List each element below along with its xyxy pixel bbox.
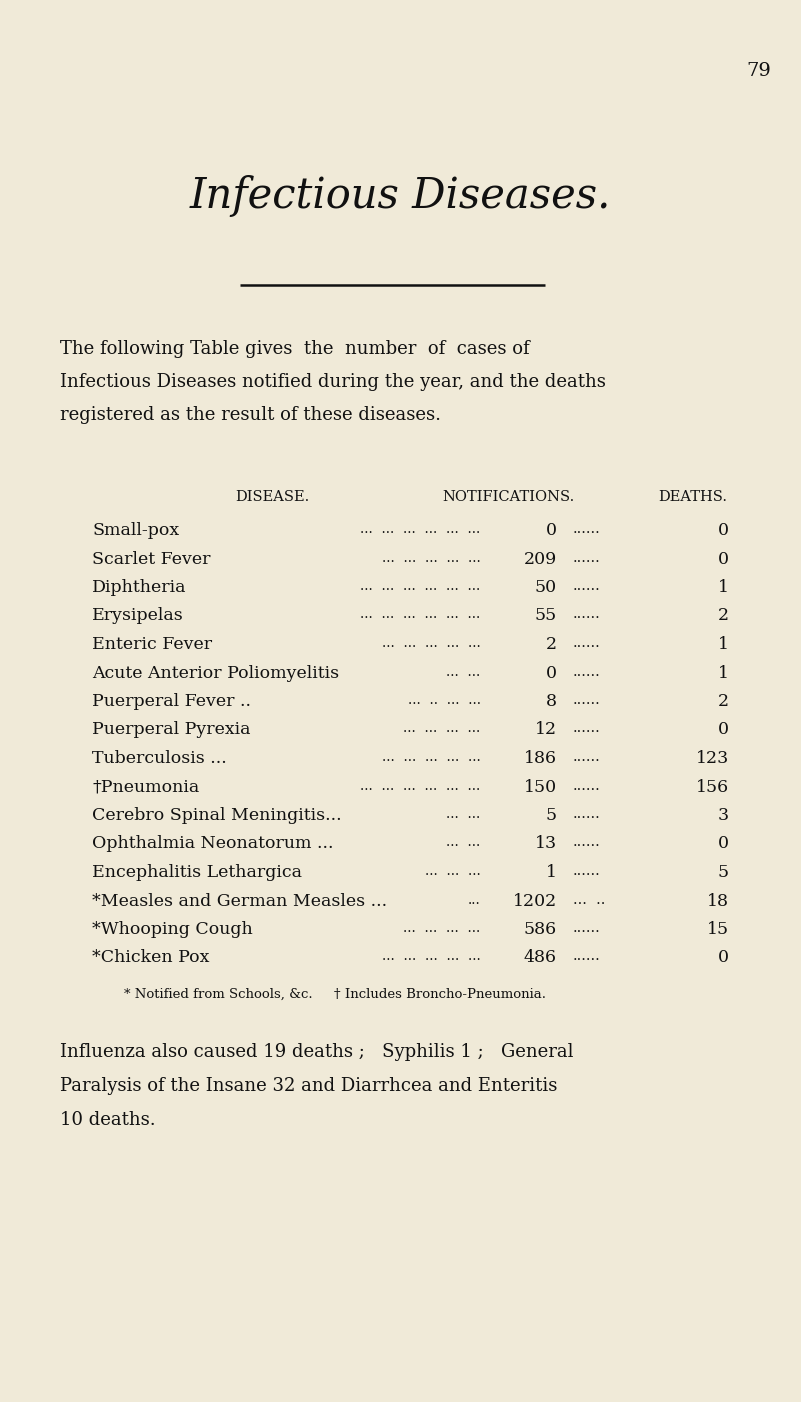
- Text: ...  ..: ... ..: [573, 893, 605, 907]
- Text: 5: 5: [545, 808, 557, 824]
- Text: *Chicken Pox: *Chicken Pox: [92, 949, 210, 966]
- Text: *Whooping Cough: *Whooping Cough: [92, 921, 253, 938]
- Text: 1202: 1202: [513, 893, 557, 910]
- Text: 3: 3: [718, 808, 729, 824]
- Text: ......: ......: [573, 778, 601, 792]
- Text: Infectious Diseases notified during the year, and the deaths: Infectious Diseases notified during the …: [60, 373, 606, 391]
- Text: 2: 2: [718, 693, 729, 709]
- Text: ...  ...  ...  ...  ...  ...: ... ... ... ... ... ...: [360, 607, 481, 621]
- Text: ......: ......: [573, 722, 601, 736]
- Text: NOTIFICATIONS.: NOTIFICATIONS.: [442, 491, 575, 503]
- Text: 0: 0: [545, 665, 557, 681]
- Text: ......: ......: [573, 665, 601, 679]
- Text: 2: 2: [718, 607, 729, 624]
- Text: 209: 209: [523, 551, 557, 568]
- Text: Puerperal Fever ..: Puerperal Fever ..: [92, 693, 252, 709]
- Text: 186: 186: [524, 750, 557, 767]
- Text: ......: ......: [573, 949, 601, 963]
- Text: 0: 0: [718, 949, 729, 966]
- Text: Tuberculosis ...: Tuberculosis ...: [92, 750, 227, 767]
- Text: 123: 123: [695, 750, 729, 767]
- Text: 12: 12: [534, 722, 557, 739]
- Text: ...  ...  ...  ...  ...: ... ... ... ... ...: [382, 750, 481, 764]
- Text: 0: 0: [718, 551, 729, 568]
- Text: ......: ......: [573, 693, 601, 707]
- Text: The following Table gives  the  number  of  cases of: The following Table gives the number of …: [60, 341, 529, 358]
- Text: DEATHS.: DEATHS.: [658, 491, 727, 503]
- Text: ......: ......: [573, 607, 601, 621]
- Text: *Measles and German Measles ...: *Measles and German Measles ...: [92, 893, 387, 910]
- Text: registered as the result of these diseases.: registered as the result of these diseas…: [60, 407, 441, 423]
- Text: DISEASE.: DISEASE.: [235, 491, 309, 503]
- Text: Small-pox: Small-pox: [92, 522, 179, 538]
- Text: ...  ...  ...  ...: ... ... ... ...: [404, 722, 481, 736]
- Text: 150: 150: [524, 778, 557, 795]
- Text: Ophthalmia Neonatorum ...: Ophthalmia Neonatorum ...: [92, 836, 333, 852]
- Text: Influenza also caused 19 deaths ;   Syphilis 1 ;   General: Influenza also caused 19 deaths ; Syphil…: [60, 1043, 574, 1061]
- Text: Encephalitis Lethargica: Encephalitis Lethargica: [92, 864, 302, 880]
- Text: Scarlet Fever: Scarlet Fever: [92, 551, 211, 568]
- Text: Erysipelas: Erysipelas: [92, 607, 184, 624]
- Text: ......: ......: [573, 637, 601, 651]
- Text: ......: ......: [573, 750, 601, 764]
- Text: Infectious Diseases.: Infectious Diseases.: [190, 175, 611, 217]
- Text: 0: 0: [718, 522, 729, 538]
- Text: ......: ......: [573, 579, 601, 593]
- Text: ...  ...  ...  ...  ...  ...: ... ... ... ... ... ...: [360, 579, 481, 593]
- Text: Diphtheria: Diphtheria: [92, 579, 187, 596]
- Text: ......: ......: [573, 921, 601, 935]
- Text: ...  ...  ...: ... ... ...: [425, 864, 481, 878]
- Text: 1: 1: [718, 637, 729, 653]
- Text: ......: ......: [573, 551, 601, 565]
- Text: ...  ...: ... ...: [446, 808, 481, 822]
- Text: ......: ......: [573, 836, 601, 850]
- Text: 55: 55: [534, 607, 557, 624]
- Text: 0: 0: [718, 836, 729, 852]
- Text: 156: 156: [696, 778, 729, 795]
- Text: 13: 13: [534, 836, 557, 852]
- Text: 50: 50: [534, 579, 557, 596]
- Text: 1: 1: [718, 579, 729, 596]
- Text: ...  ...  ...  ...  ...: ... ... ... ... ...: [382, 637, 481, 651]
- Text: 18: 18: [707, 893, 729, 910]
- Text: ......: ......: [573, 864, 601, 878]
- Text: Paralysis of the Insane 32 and Diarrhcea and Enteritis: Paralysis of the Insane 32 and Diarrhcea…: [60, 1077, 557, 1095]
- Text: ...  ...  ...  ...  ...: ... ... ... ... ...: [382, 949, 481, 963]
- Text: * Notified from Schools, &c.     † Includes Broncho-Pneumonia.: * Notified from Schools, &c. † Includes …: [124, 988, 546, 1001]
- Text: ......: ......: [573, 808, 601, 822]
- Text: Cerebro Spinal Meningitis...: Cerebro Spinal Meningitis...: [92, 808, 342, 824]
- Text: ...  ...: ... ...: [446, 836, 481, 850]
- Text: ...  ..  ...  ...: ... .. ... ...: [408, 693, 481, 707]
- Text: 1: 1: [545, 864, 557, 880]
- Text: ...  ...  ...  ...: ... ... ... ...: [404, 921, 481, 935]
- Text: ...  ...: ... ...: [446, 665, 481, 679]
- Text: Puerperal Pyrexia: Puerperal Pyrexia: [92, 722, 251, 739]
- Text: 486: 486: [524, 949, 557, 966]
- Text: 586: 586: [524, 921, 557, 938]
- Text: Enteric Fever: Enteric Fever: [92, 637, 212, 653]
- Text: ...  ...  ...  ...  ...  ...: ... ... ... ... ... ...: [360, 522, 481, 536]
- Text: 5: 5: [718, 864, 729, 880]
- Text: ......: ......: [573, 522, 601, 536]
- Text: ...  ...  ...  ...  ...  ...: ... ... ... ... ... ...: [360, 778, 481, 792]
- Text: 0: 0: [545, 522, 557, 538]
- Text: 79: 79: [746, 62, 771, 80]
- Text: 0: 0: [718, 722, 729, 739]
- Text: Acute Anterior Poliomyelitis: Acute Anterior Poliomyelitis: [92, 665, 340, 681]
- Text: ...  ...  ...  ...  ...: ... ... ... ... ...: [382, 551, 481, 565]
- Text: †Pneumonia: †Pneumonia: [92, 778, 199, 795]
- Text: 1: 1: [718, 665, 729, 681]
- Text: 2: 2: [545, 637, 557, 653]
- Text: 15: 15: [706, 921, 729, 938]
- Text: ...: ...: [468, 893, 481, 907]
- Text: 10 deaths.: 10 deaths.: [60, 1110, 155, 1129]
- Text: 8: 8: [545, 693, 557, 709]
